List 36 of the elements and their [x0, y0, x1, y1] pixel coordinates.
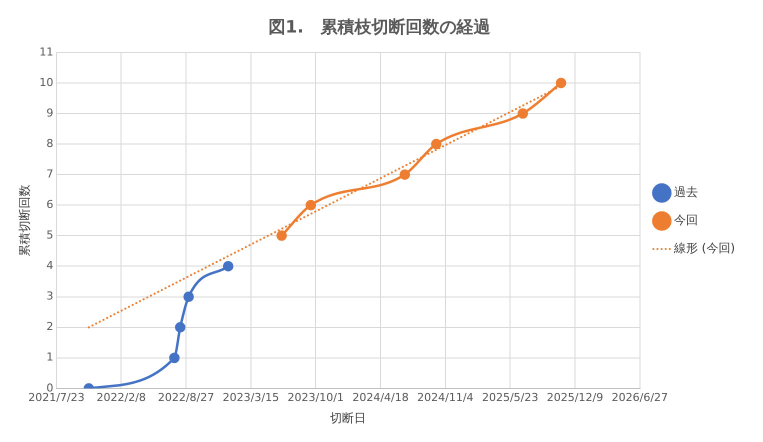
point	[306, 200, 316, 210]
point	[431, 138, 442, 150]
y-tick-label: 8	[46, 136, 54, 150]
x-tick-label: 2025/5/23	[482, 390, 538, 404]
y-tick-label: 10	[39, 76, 54, 89]
y-tick-label: 4	[46, 259, 54, 272]
chart-title: 図1. 累積枝切断回数の経過	[268, 18, 491, 38]
point	[556, 78, 566, 88]
legend-label: 線形 (今回)	[672, 241, 736, 256]
y-tick-label: 6	[46, 198, 54, 211]
point	[174, 322, 186, 333]
y-tick-label: 9	[46, 106, 54, 120]
y-axis-title: 累積切断回数	[17, 184, 32, 256]
point	[518, 108, 528, 119]
legend-label: 今回	[674, 213, 698, 228]
x-axis-title: 切断日	[330, 410, 366, 425]
x-tick-label: 2022/2/8	[96, 390, 146, 404]
y-tick-label: 5	[46, 228, 54, 242]
x-tick-label: 2026/6/27	[612, 390, 668, 404]
point	[169, 352, 180, 364]
point	[222, 260, 234, 272]
point	[183, 292, 194, 302]
x-tick-label: 2024/4/18	[352, 390, 409, 404]
y-tick-label: 1	[46, 350, 54, 364]
x-tick-label: 2025/12/9	[546, 390, 604, 404]
point	[276, 230, 287, 241]
y-tick-label: 11	[39, 45, 54, 58]
x-tick-label: 2022/8/27	[158, 390, 214, 404]
y-tick-label: 2	[46, 320, 54, 334]
point	[400, 169, 410, 180]
x-tick-label: 2023/10/1	[287, 390, 344, 404]
y-tick-label: 7	[46, 167, 54, 180]
legend-label: 過去	[674, 185, 698, 200]
x-tick-label: 2024/11/4	[417, 390, 474, 404]
x-tick-label: 2023/3/15	[222, 390, 280, 404]
y-tick-label: 3	[46, 290, 54, 303]
